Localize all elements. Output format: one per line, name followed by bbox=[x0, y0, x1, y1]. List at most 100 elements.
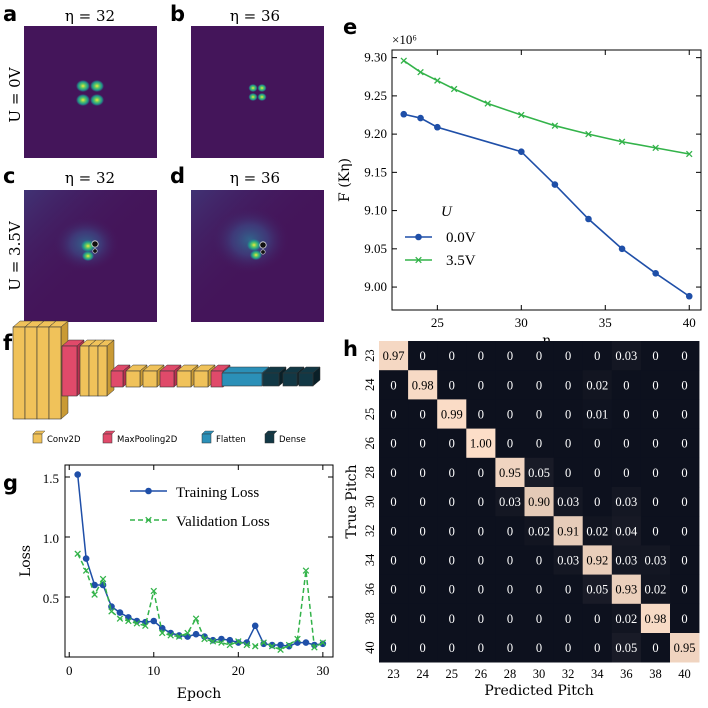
data-point bbox=[209, 638, 217, 645]
cell-value: 0 bbox=[478, 554, 484, 568]
heatmap-cell bbox=[640, 487, 671, 517]
y-tick-label: 38 bbox=[363, 612, 377, 625]
heatmap-cell bbox=[437, 574, 467, 605]
legend-swatch-marker bbox=[415, 256, 422, 264]
legend-cube-top bbox=[201, 430, 215, 435]
panel-label-d: d bbox=[170, 164, 185, 188]
x-tick-label: 32 bbox=[562, 667, 575, 681]
panel-e-chart: e 25 30 35 40 9.00 9.05 9.10 9.15 9.20 9.25 9.30 ×1… bbox=[337, 15, 702, 349]
heatmap-cell bbox=[640, 399, 671, 429]
row-label-bottom: U = 3.5V bbox=[6, 220, 24, 291]
field-blobs-d bbox=[210, 206, 290, 274]
data-point bbox=[434, 123, 441, 131]
x-tick-label: 30 bbox=[515, 315, 528, 330]
cell-value: 0.03 bbox=[645, 554, 667, 568]
cell-value: 0 bbox=[594, 349, 600, 363]
cell-value: 0.03 bbox=[557, 495, 579, 509]
cell-value: 0.03 bbox=[615, 495, 637, 509]
layer-block-conv bbox=[24, 326, 38, 420]
x-tick-label: 28 bbox=[504, 667, 517, 681]
legend-cube-top bbox=[264, 430, 278, 435]
heatmap-cell bbox=[524, 487, 554, 517]
panel-f-diagram: f Conv2D MaxPooling2D Flatten Dense bbox=[3, 320, 321, 445]
panel-label-g: g bbox=[3, 471, 18, 495]
heatmap-cell bbox=[553, 457, 583, 488]
heatmap-cell bbox=[466, 516, 496, 546]
data-point bbox=[450, 85, 458, 93]
heatmap-cell bbox=[495, 457, 525, 488]
data-point bbox=[652, 269, 659, 277]
data-point bbox=[260, 640, 267, 648]
heatmap-cell bbox=[640, 457, 671, 488]
legend-cube-top bbox=[102, 430, 116, 435]
cell-value: 0.03 bbox=[615, 349, 637, 363]
heatmap-cell bbox=[524, 457, 554, 488]
panel-a-title: η = 32 bbox=[65, 7, 115, 25]
x-tick-label: 25 bbox=[431, 315, 444, 330]
heatmap-cell bbox=[495, 370, 525, 400]
cell-value: 0 bbox=[681, 583, 687, 597]
cell-value: 0 bbox=[420, 437, 426, 451]
heatmap-cell bbox=[524, 516, 554, 546]
legend-label: Conv2D bbox=[47, 435, 81, 445]
data-point bbox=[417, 68, 424, 76]
cell-value: 0 bbox=[594, 641, 600, 655]
cell-value: 1.00 bbox=[470, 437, 492, 451]
layer-block-conv bbox=[36, 326, 50, 420]
heatmap-cell bbox=[408, 633, 438, 663]
heatmap-cell bbox=[437, 399, 467, 429]
heatmap-cell bbox=[670, 399, 700, 429]
cell-value: 0.91 bbox=[557, 524, 579, 538]
heatmap-cell bbox=[408, 516, 438, 546]
y-tick-label: 9.05 bbox=[364, 241, 387, 256]
layer-block-pool bbox=[110, 370, 124, 388]
cell-value: 0 bbox=[652, 437, 658, 451]
cell-value: 0 bbox=[536, 641, 542, 655]
heatmap-cell bbox=[524, 428, 554, 459]
x-tick-label: 24 bbox=[416, 667, 429, 681]
heatmap-cell bbox=[408, 428, 438, 459]
data-point bbox=[551, 181, 559, 188]
heatmap-cell bbox=[466, 370, 496, 400]
heatmap-cell bbox=[524, 633, 554, 663]
data-point bbox=[167, 632, 174, 639]
heatmap-cell bbox=[524, 399, 554, 429]
heatmap-cell bbox=[495, 487, 525, 517]
heatmap-cell bbox=[582, 603, 613, 634]
layer-block-conv bbox=[48, 326, 62, 420]
cell-value: 0 bbox=[594, 466, 600, 480]
data-point bbox=[158, 629, 166, 637]
cell-value: 0.02 bbox=[586, 378, 608, 392]
data-point bbox=[133, 620, 141, 627]
cell-value: 0 bbox=[420, 495, 426, 509]
data-point bbox=[268, 641, 276, 649]
data-point bbox=[201, 635, 208, 643]
heatmap-cell bbox=[640, 516, 671, 546]
data-point bbox=[184, 629, 191, 637]
data-point bbox=[685, 150, 693, 158]
data-point bbox=[285, 641, 293, 649]
heatmap-cell bbox=[611, 633, 642, 663]
heatmap-cell bbox=[408, 574, 438, 605]
y-tick-label: 36 bbox=[363, 583, 377, 596]
cell-value: 0 bbox=[536, 378, 542, 392]
cell-value: 0 bbox=[536, 437, 542, 451]
cell-value: 0.95 bbox=[674, 641, 696, 655]
heatmap-cell bbox=[553, 603, 583, 634]
heatmap-cell bbox=[495, 545, 525, 575]
cell-value: 0 bbox=[478, 524, 484, 538]
cell-value: 0 bbox=[449, 612, 455, 626]
data-point bbox=[192, 630, 200, 638]
cell-value: 0 bbox=[449, 437, 455, 451]
y-tick-label: 26 bbox=[363, 437, 377, 450]
layer-block-conv bbox=[176, 370, 192, 388]
row-label-top: U = 0V bbox=[6, 66, 24, 122]
cell-value: 0 bbox=[478, 349, 484, 363]
cell-value: 0 bbox=[449, 641, 455, 655]
cell-value: 0 bbox=[507, 437, 513, 451]
cell-value: 0 bbox=[420, 466, 426, 480]
panel-a: a η = 32 U = 0V bbox=[3, 2, 157, 158]
heatmap-cell bbox=[611, 370, 642, 400]
data-point bbox=[142, 622, 149, 630]
legend-cube-top bbox=[32, 430, 46, 435]
